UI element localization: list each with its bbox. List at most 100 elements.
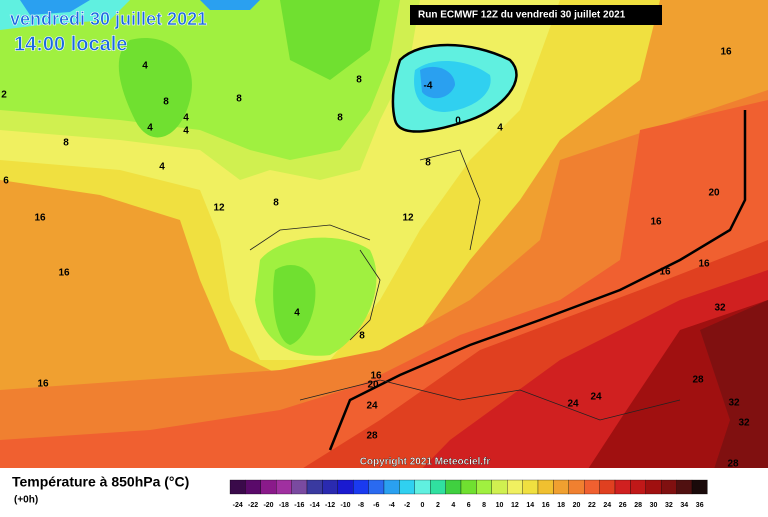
legend-swatch: [568, 479, 585, 495]
contour-label: 16: [650, 217, 662, 228]
contour-label: 24: [366, 401, 378, 412]
contour-label: 16: [370, 371, 382, 382]
legend-label: 28: [634, 502, 642, 509]
contour-label: 8: [359, 331, 365, 342]
zone-6: [280, 0, 380, 80]
legend-swatch: [614, 479, 631, 495]
legend-label: -24: [233, 502, 243, 509]
contour-label: 8: [356, 75, 362, 86]
contour-label: 0: [455, 116, 461, 127]
contour-label: 28: [727, 459, 739, 470]
legend-swatch: [414, 479, 431, 495]
legend-label: 0: [421, 502, 425, 509]
contour-label: 16: [698, 259, 710, 270]
legend-swatch: [368, 479, 385, 495]
legend-label: 12: [511, 502, 519, 509]
legend-swatch: [553, 479, 569, 495]
contour-label: 8: [337, 113, 343, 124]
contour-label: 4: [159, 162, 165, 173]
contour-label: 32: [714, 303, 726, 314]
legend-label: 18: [557, 502, 565, 509]
contour-label: 8: [63, 138, 69, 149]
contour-label: 16: [58, 268, 70, 279]
contour-label: 12: [213, 203, 225, 214]
legend-swatch: [522, 479, 539, 495]
legend-swatch: [476, 479, 492, 495]
legend-swatch: [491, 479, 508, 495]
legend-label: -18: [279, 502, 289, 509]
legend-label: -4: [389, 502, 395, 509]
legend-swatch: [353, 479, 369, 495]
legend-swatch: [229, 479, 246, 495]
legend-label: -22: [248, 502, 258, 509]
zone-m4: [200, 0, 260, 10]
legend-swatch: [322, 479, 338, 495]
legend-label: 6: [467, 502, 471, 509]
zone-32: [700, 300, 768, 512]
legend-label: 8: [482, 502, 486, 509]
legend-swatch: [399, 479, 415, 495]
contour-label: 8: [425, 158, 431, 169]
contour-label: 4: [142, 61, 148, 72]
legend-swatch: [430, 479, 446, 495]
run-box: [410, 5, 662, 25]
contour-label: 8: [273, 198, 279, 209]
legend-label: -2: [404, 502, 410, 509]
contour-label: 8: [163, 97, 169, 108]
legend-label: 24: [603, 502, 611, 509]
legend-swatch: [584, 479, 600, 495]
zone-m4: [20, 0, 90, 15]
contour-label: 4: [147, 123, 153, 134]
legend-label: 4: [451, 502, 455, 509]
contour-label: 24: [590, 392, 602, 403]
contour-label: 4: [183, 126, 189, 137]
contour-label: 28: [366, 431, 378, 442]
zone-m4: [420, 66, 455, 99]
legend-label: -12: [325, 502, 335, 509]
contour-label: -4: [424, 81, 433, 92]
contour-label: 16: [659, 267, 671, 278]
legend-swatch: [460, 479, 477, 495]
contour-label: 32: [728, 398, 740, 409]
legend-swatch: [630, 479, 646, 495]
legend-label: 16: [542, 502, 550, 509]
legend-label: -20: [263, 502, 273, 509]
legend-label: 14: [526, 502, 534, 509]
legend-swatch: [691, 479, 708, 495]
legend-swatch: [291, 479, 308, 495]
legend-swatch: [445, 479, 462, 495]
contour-label: 16: [720, 47, 732, 58]
run-label: Run ECMWF 12Z du vendredi 30 juillet 202…: [418, 10, 626, 21]
legend-swatch: [661, 479, 677, 495]
legend-label: 34: [680, 502, 688, 509]
date-title: vendredi 30 juillet 2021: [10, 9, 207, 29]
legend-swatch: [276, 479, 292, 495]
copyright: Copyright 2021 Meteociel.fr: [360, 457, 491, 468]
legend-title: Température à 850hPa (°C): [12, 474, 189, 490]
contour-label: 8: [236, 94, 242, 105]
legend-swatch: [645, 479, 662, 495]
contour-label: 16: [34, 213, 46, 224]
legend-label: -10: [340, 502, 350, 509]
zone-6: [118, 38, 192, 138]
legend-swatch: [383, 479, 400, 495]
contour-label: 2: [1, 90, 7, 101]
legend-label: -16: [294, 502, 304, 509]
contour-label: 16: [37, 379, 49, 390]
legend-label: 30: [650, 502, 658, 509]
legend-label: 36: [696, 502, 704, 509]
legend-swatch: [337, 479, 354, 495]
contour-label: 4: [294, 308, 300, 319]
legend-swatch: [507, 479, 523, 495]
isotherm-20: [328, 110, 747, 451]
legend-label: -6: [373, 502, 379, 509]
legend-label: -8: [358, 502, 364, 509]
contour-label: 4: [497, 123, 503, 134]
zone-6: [273, 265, 316, 345]
legend-swatch: [599, 479, 616, 495]
legend-swatch: [306, 479, 323, 495]
legend-swatch: [537, 479, 554, 495]
legend-label: 20: [573, 502, 581, 509]
